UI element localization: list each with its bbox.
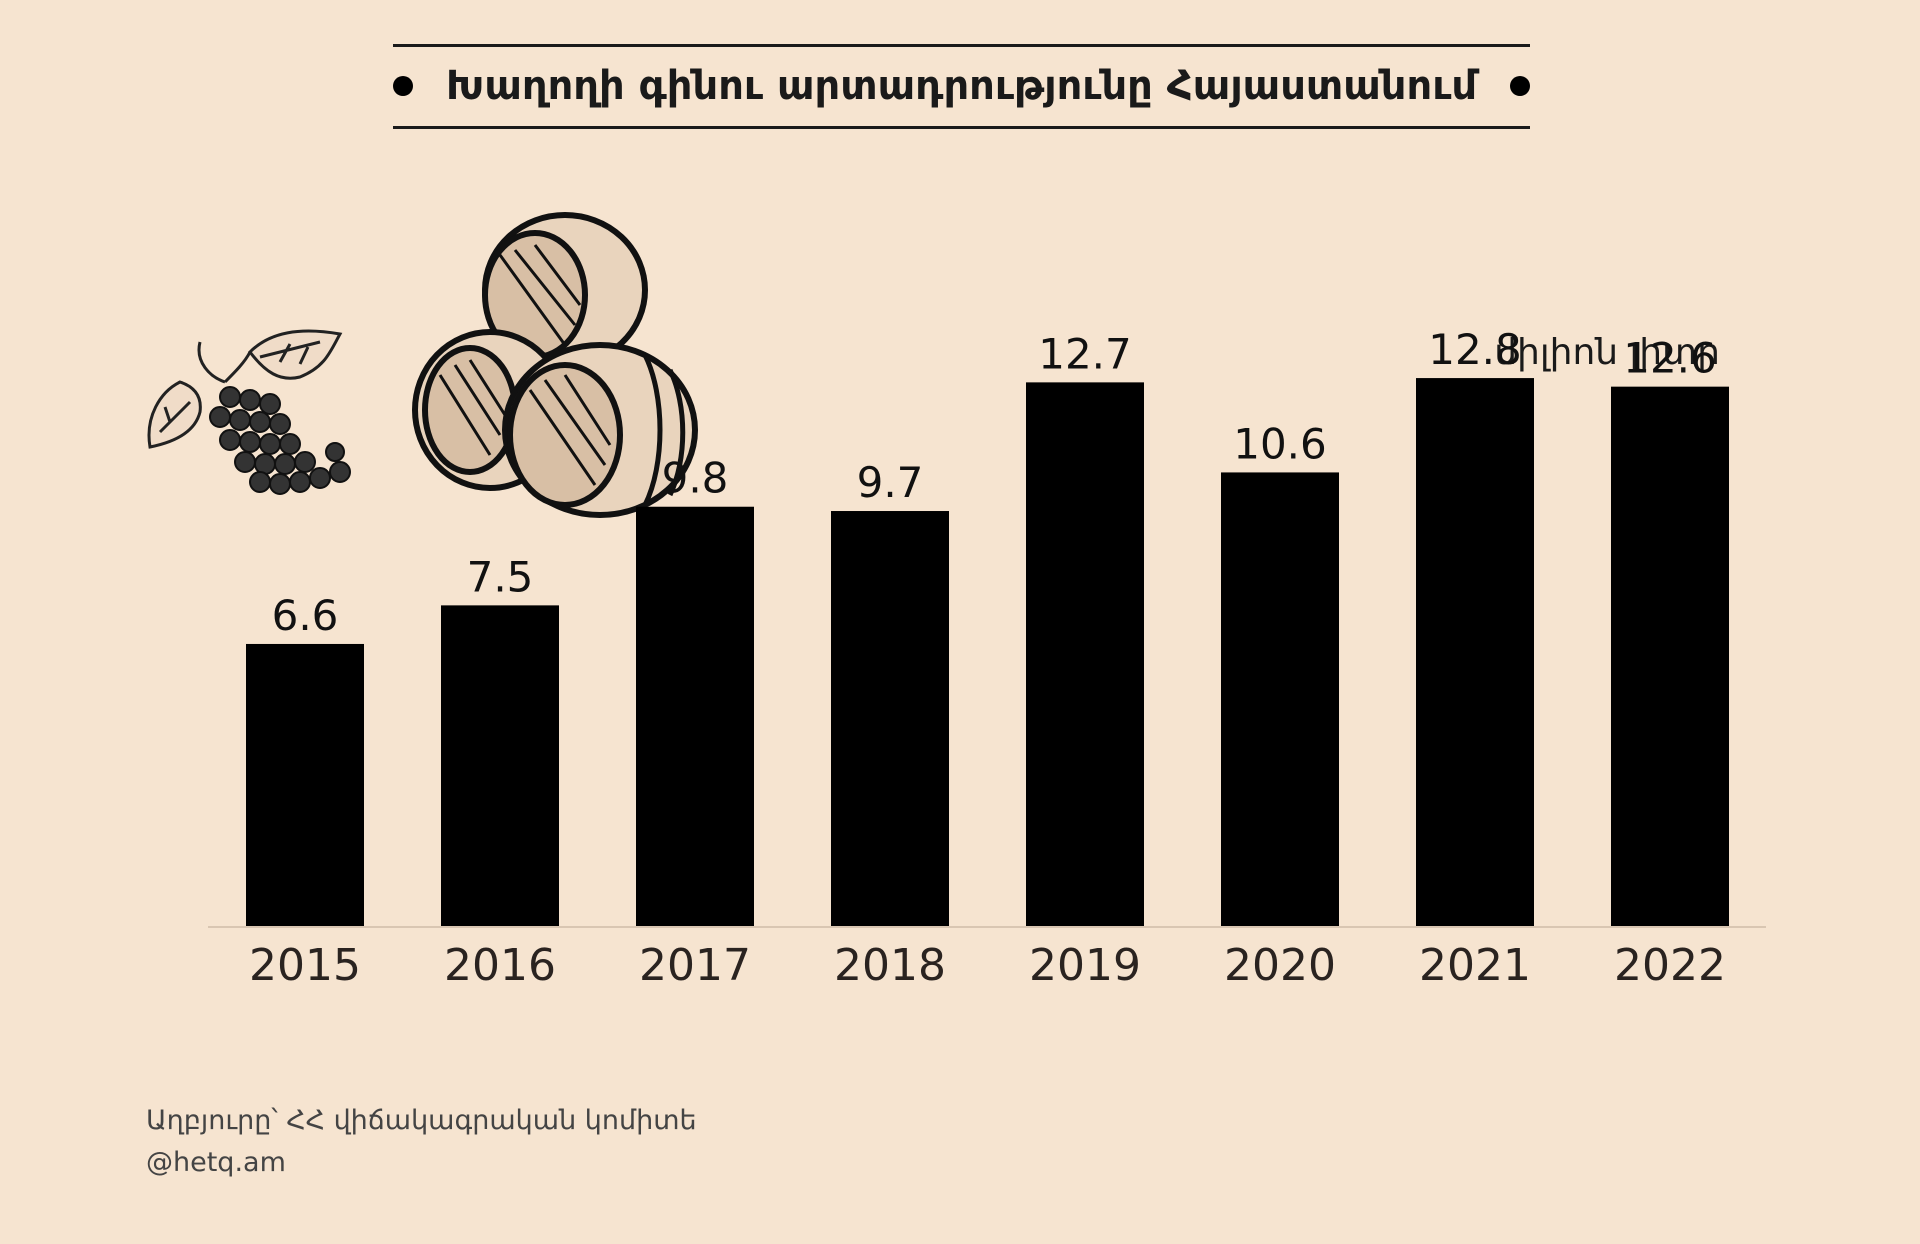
x-tick-label-2018: 2018 [834, 940, 946, 991]
chart-title: Խաղողի գինու արտադրությունը Հայաստանում [445, 63, 1478, 109]
x-tick-label-2017: 2017 [639, 940, 751, 991]
bar-2019 [1026, 382, 1144, 928]
x-tick-label-2020: 2020 [1224, 940, 1336, 991]
title-rule-bottom [393, 126, 1530, 129]
bar-2021 [1416, 378, 1534, 928]
value-label-2022: 12.6 [1623, 334, 1717, 383]
x-tick-label-2015: 2015 [249, 940, 361, 991]
value-label-2018: 9.7 [857, 458, 924, 507]
source-text: Աղբյուրը՝ ՀՀ վիճակագրական կոմիտե [146, 1105, 697, 1136]
barrels-icon [412, 212, 698, 518]
grapes-icon [147, 329, 351, 495]
value-label-2016: 7.5 [467, 552, 534, 601]
x-tick-label-2021: 2021 [1419, 940, 1531, 991]
value-label-2019: 12.7 [1038, 329, 1132, 378]
bar-2016 [441, 605, 559, 927]
bar-2022 [1611, 386, 1729, 928]
bar-2015 [246, 643, 364, 927]
site-handle: @hetq.am [146, 1147, 286, 1178]
bullet-left-icon [393, 76, 413, 96]
bullet-right-icon [1510, 76, 1530, 96]
x-tick-label-2016: 2016 [444, 940, 556, 991]
x-tick-label-2019: 2019 [1029, 940, 1141, 991]
value-label-2015: 6.6 [272, 591, 339, 640]
title-banner: Խաղողի գինու արտադրությունը Հայաստանում [393, 44, 1530, 130]
labels-group: 6.6 2015 7.5 2016 9.8 2017 9.7 2018 12.7 2019 10.6… [249, 325, 1726, 991]
bar-2017 [636, 506, 754, 927]
bar-2018 [831, 511, 949, 927]
unit-label: միլիոն լիտր [1494, 332, 1720, 373]
title-rule-top [393, 44, 1530, 47]
x-tick-label-2022: 2022 [1614, 940, 1726, 991]
bars-group [246, 378, 1729, 928]
value-label-2020: 10.6 [1233, 419, 1327, 468]
value-label-2021: 12.8 [1428, 325, 1522, 374]
source-note: Աղբյուրը՝ ՀՀ վիճակագրական կոմիտե @hetq.a… [146, 1100, 697, 1184]
bar-2020 [1221, 472, 1339, 927]
value-label-2017: 9.8 [662, 454, 729, 503]
